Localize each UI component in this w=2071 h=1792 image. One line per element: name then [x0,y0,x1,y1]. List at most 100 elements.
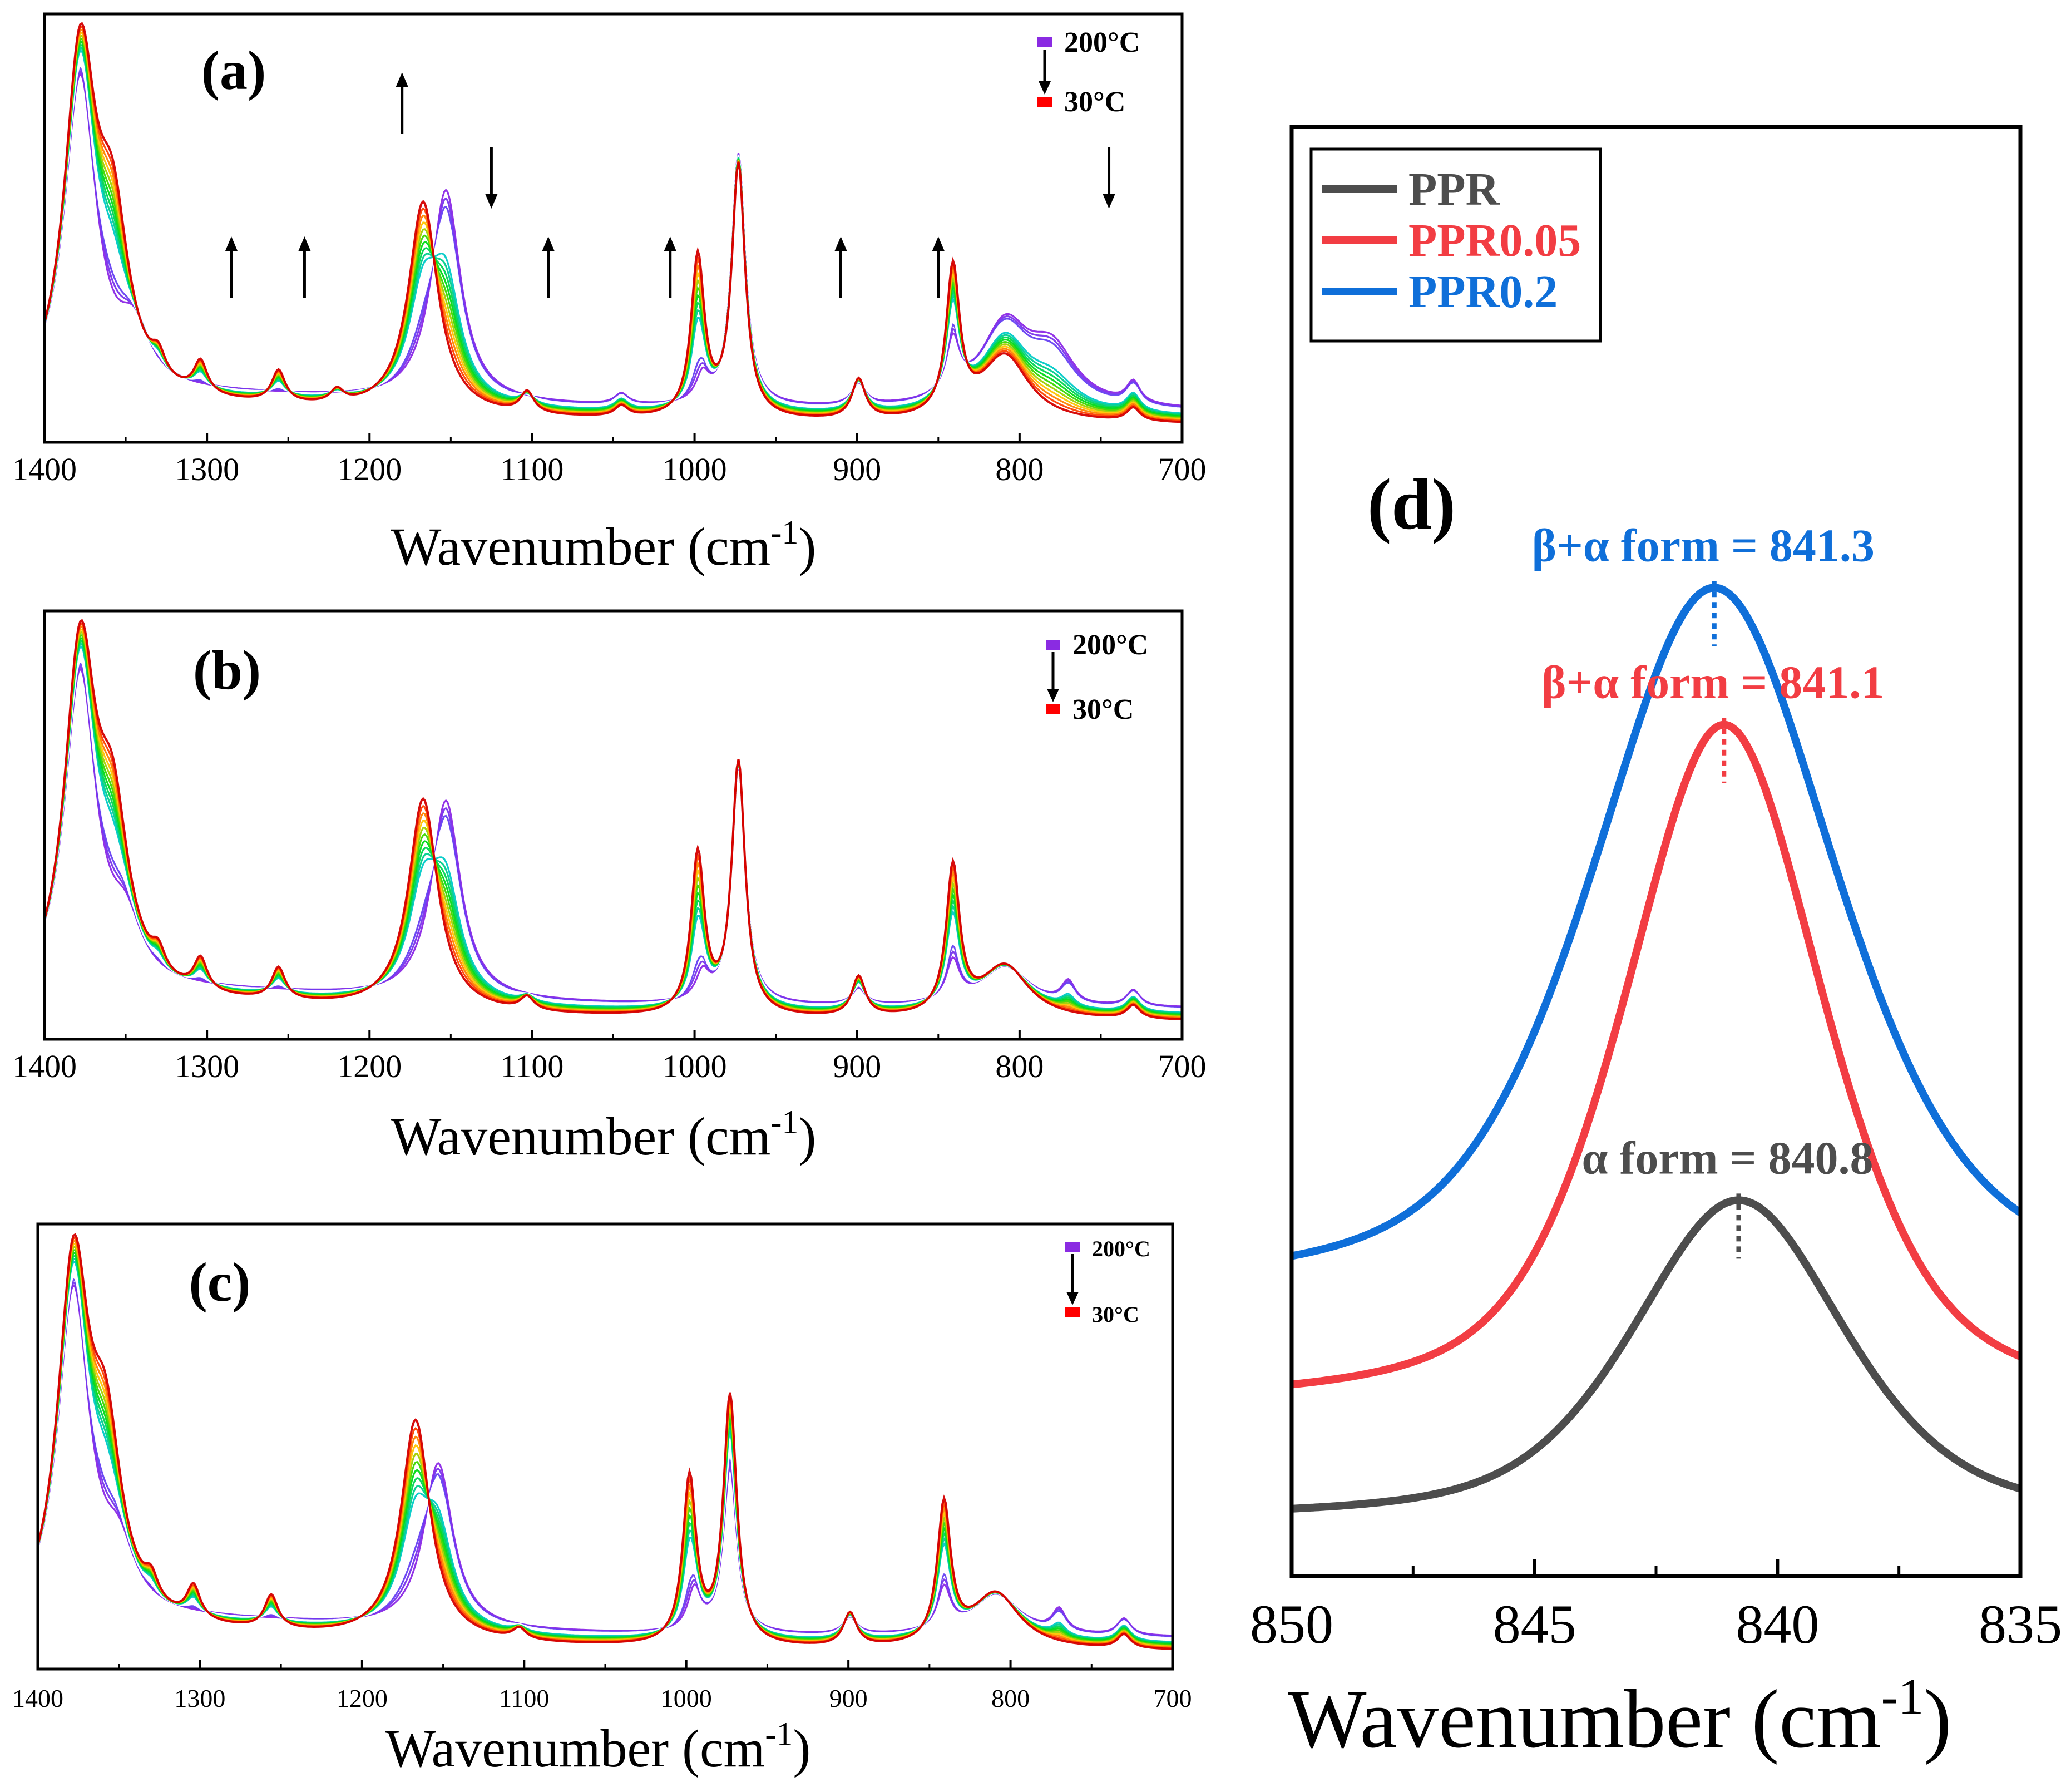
panel-c-spectrum-line [38,1269,1173,1641]
panel-d-tag: (d) [1367,465,1456,545]
panel-c-spectrum-line [38,1281,1173,1637]
panel-c-legend: 200°C 30°C [1065,1236,1150,1327]
panel-a-x-tick-label: 1400 [12,451,77,487]
panel-d-curves [1292,584,2020,1513]
panel-c-x-tick-label: 1100 [499,1684,549,1712]
panel-a-x-tick-label: 800 [995,451,1044,487]
panel-a-tag: (a) [201,40,266,101]
panel-a-trend-arrow-head [664,236,676,251]
panel-c-spectrum-line [38,1255,1173,1645]
panel-b-spectrum-line [45,656,1182,1010]
panel-b-x-tick-label: 1200 [337,1048,402,1084]
panel-a-spectrum-line [45,47,1182,416]
panel-a-x-axis-label: Wavenumber (cm-1) [391,514,817,576]
panel-c-x-tick-label: 1000 [661,1684,712,1712]
panel-a-legend-cold-label: 30°C [1064,86,1125,118]
panel-c-spectrum-line [38,1266,1173,1641]
panel-b-spectrum-line [45,619,1182,1020]
panel-a-legend-hot-swatch [1037,37,1052,47]
panel-c-x-tick-label: 700 [1154,1684,1192,1712]
panel-d-peak-annotation: α form = 840.8 [1581,1132,1873,1184]
panel-a-x-tick-label: 900 [833,451,881,487]
panel-a-trend-arrow-head [298,236,311,251]
panel-d-x-tick-label: 835 [1979,1593,2062,1655]
panel-d-x-tick-label: 840 [1736,1593,1819,1655]
panel-b-x-tick-label: 1300 [175,1048,239,1084]
panel-a-ticks: 1400 1300 1200 1100 1000 900 800 700 [12,433,1207,487]
panel-d-annotations: α form = 840.8 β+α form = 841.1 β+α form =… [1532,520,1884,1259]
panel-a-spectrum-line [45,50,1182,414]
panel-d-frame [1289,125,2023,1578]
panel-c-x-axis-label: Wavenumber (cm-1) [385,1716,811,1778]
panel-a-arrows [225,72,1115,298]
panel-a-x-tick-label: 1100 [500,451,564,487]
panel-a: 1400 1300 1200 1100 1000 900 800 700 (a) 200°C … [12,12,1207,576]
panel-b-x-axis-label: Wavenumber (cm-1) [391,1104,817,1166]
panel-b-curves [45,619,1182,1020]
panel-c-spectrum-line [38,1278,1173,1638]
panel-a-x-tick-label: 700 [1158,451,1207,487]
panel-b-legend-cold-label: 30°C [1072,694,1134,725]
panel-a-x-tick-label: 1200 [337,451,402,487]
panel-d-series-ppr [1292,1196,2020,1513]
panel-d-series-ppr0-2 [1292,584,2020,1260]
panel-c-x-tick-label: 1300 [174,1684,225,1712]
panel-c-spectrum-line [38,1261,1173,1643]
panel-d-peak-annotation: β+α form = 841.3 [1532,520,1875,571]
panel-a-trend-arrow-head [1103,194,1115,209]
panel-b-legend: 200°C 30°C [1046,629,1148,725]
panel-b-spectrum-line [45,648,1182,1013]
panel-c-x-tick-label: 800 [991,1684,1030,1712]
panel-c-spectrum-line [38,1263,1173,1642]
panel-b-x-tick-label: 800 [995,1048,1044,1084]
panel-a-spectrum-line [45,22,1182,423]
panel-c: 1400 1300 1200 1100 1000 900 800 700 (c) 200°C … [12,1222,1192,1778]
panel-a-legend-cold-swatch [1037,97,1052,107]
panel-c-legend-cold-label: 30°C [1092,1302,1139,1327]
panel-a-frame [43,12,1184,444]
panel-a-trend-arrow-head [485,194,498,209]
panel-a-x-tick-label: 1000 [663,451,727,487]
panel-b-spectrum-line [45,651,1182,1012]
panel-b-x-tick-label: 1000 [663,1048,727,1084]
panel-c-spectrum-line [38,1258,1173,1644]
panel-c-x-tick-label: 1200 [337,1684,388,1712]
panel-a-curves [45,22,1182,423]
panel-c-x-tick-label: 900 [829,1684,868,1712]
panel-b-x-tick-label: 900 [833,1048,881,1084]
panel-b: 1400 1300 1200 1100 1000 900 800 700 (b) 200°C … [12,609,1207,1166]
panel-d-legend-label: PPR0.2 [1408,266,1558,318]
panel-b-legend-hot-label: 200°C [1072,629,1148,661]
panel-c-spectrum-line [38,1283,1173,1637]
panel-b-spectrum-line [45,645,1182,1014]
panel-c-legend-cold-swatch [1065,1307,1080,1317]
panel-d-x-axis-label: Wavenumber (cm-1) [1288,1668,1951,1765]
panel-c-spectrum-line [38,1275,1173,1639]
panel-b-x-tick-label: 1400 [12,1048,77,1084]
panel-c-x-tick-label: 1400 [12,1684,63,1712]
panel-b-tag: (b) [193,639,261,701]
panel-d-legend-label: PPR0.05 [1408,215,1581,266]
panel-b-spectrum-line [45,662,1182,1009]
panel-d-peak-annotation: β+α form = 841.1 [1541,657,1884,709]
panel-c-spectrum-line [38,1233,1173,1650]
panel-a-legend-arrow-head [1039,81,1051,95]
panel-d-legend-label: PPR [1408,164,1500,215]
panel-d-x-tick-label: 850 [1250,1593,1333,1655]
panel-d-legend-box [1309,147,1602,343]
panel-a-trend-arrow-head [396,72,408,87]
panel-d-ticks: 850 845 840 835 [1250,1559,2062,1655]
panel-c-legend-arrow-head [1066,1292,1079,1305]
panel-c-curves [38,1233,1173,1650]
panel-a-trend-arrow-head [932,236,945,251]
panel-d-series-ppr0-05 [1292,720,2020,1389]
panel-a-legend: 200°C 30°C [1037,27,1140,118]
panel-c-spectrum-line [38,1272,1173,1640]
panel-b-spectrum-line [45,654,1182,1011]
panel-b-legend-hot-swatch [1046,640,1060,650]
panel-b-ticks: 1400 1300 1200 1100 1000 900 800 700 [12,1030,1207,1084]
panel-b-x-tick-label: 700 [1158,1048,1207,1084]
panel-c-ticks: 1400 1300 1200 1100 1000 900 800 700 [12,1660,1192,1712]
panel-a-trend-arrow-head [542,236,555,251]
